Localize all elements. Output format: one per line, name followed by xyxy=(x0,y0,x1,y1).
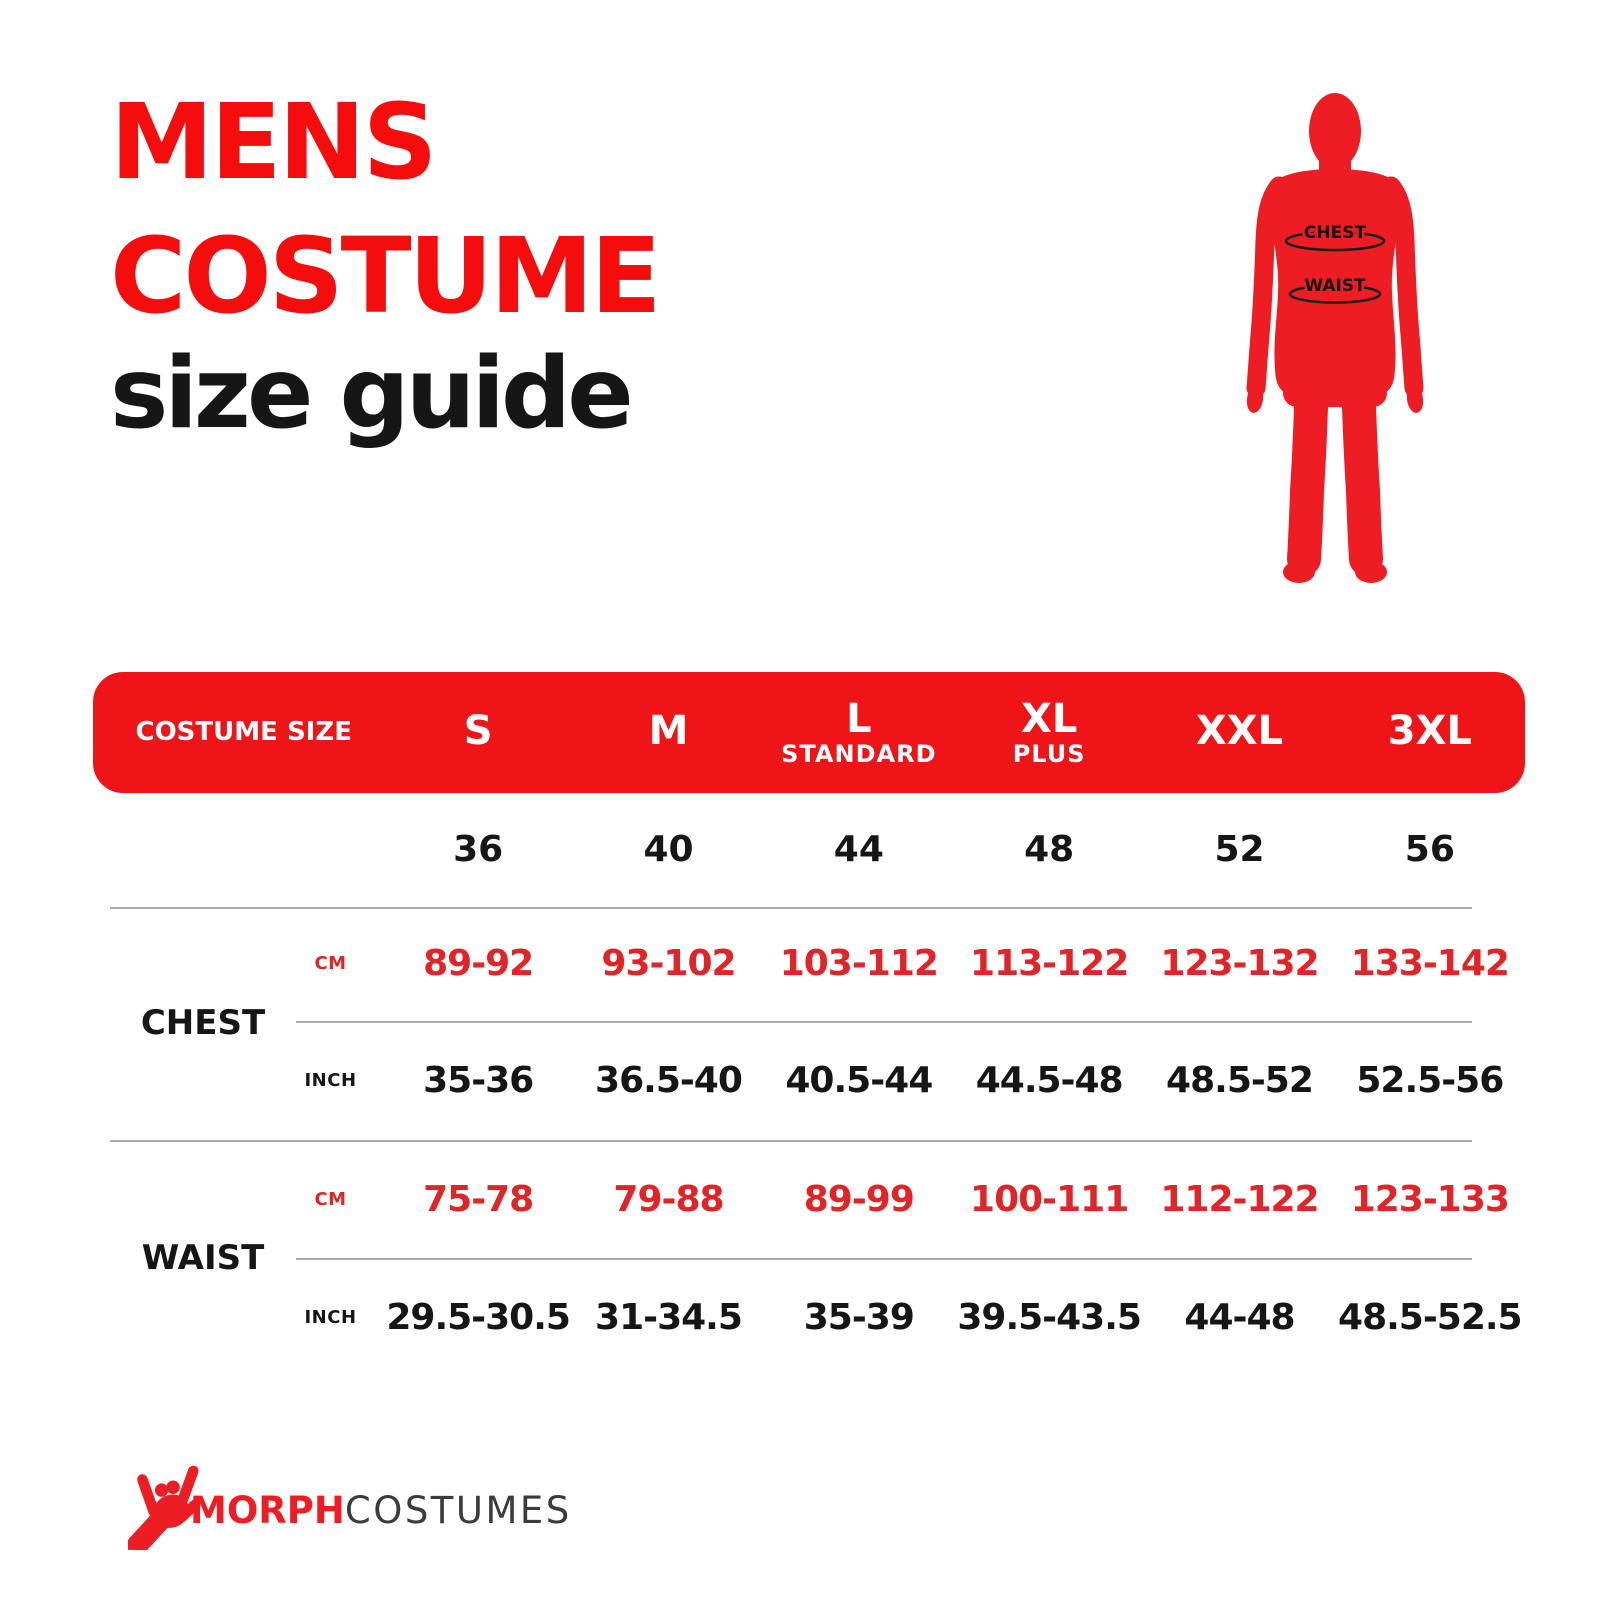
logo-wordmark: MORPHCOSTUMES xyxy=(190,1492,572,1529)
waist-cm-value: 75-78 xyxy=(423,1178,534,1220)
numeric-size: 52 xyxy=(1214,828,1265,870)
chest-cm-value: 93-102 xyxy=(601,942,736,984)
numeric-size: 56 xyxy=(1404,828,1455,870)
waist-inch-row: INCH 29.5-30.5 31-34.5 35-39 39.5-43.5 4… xyxy=(93,1258,1525,1376)
column-header-m: M xyxy=(648,708,689,754)
chest-inch-value: 44.5-48 xyxy=(975,1060,1124,1101)
chest-inch-value: 52.5-56 xyxy=(1356,1060,1504,1101)
divider-line xyxy=(296,1258,1472,1260)
figure-head xyxy=(1309,93,1361,169)
numeric-size-row: 36 40 44 48 52 56 xyxy=(93,793,1525,905)
chest-row-label: CHEST xyxy=(140,1003,266,1043)
chest-cm-value: 123-132 xyxy=(1160,942,1319,984)
unit-label-inch: INCH xyxy=(304,1070,357,1091)
waist-row-label: WAIST xyxy=(141,1238,265,1278)
chest-cm-value: 89-92 xyxy=(423,942,534,984)
rock-hand-icon xyxy=(128,1465,201,1550)
column-header-xl-plus: XL PLUS xyxy=(1012,696,1086,768)
waist-inch-value: 31-34.5 xyxy=(595,1296,743,1338)
logo-morph-text: MORPH xyxy=(190,1489,345,1532)
waist-inch-value: 35-39 xyxy=(803,1296,915,1338)
column-header-l-standard: L STANDARD xyxy=(781,696,937,768)
chest-inch-row: INCH 35-36 36.5-40 40.5-44 44.5-48 48.5-… xyxy=(93,1021,1525,1140)
numeric-size: 48 xyxy=(1024,828,1075,870)
column-header-3xl: 3XL xyxy=(1387,708,1472,754)
page-title-line-1: MENS xyxy=(110,81,437,203)
waist-inch-value: 39.5-43.5 xyxy=(957,1296,1142,1338)
divider-line xyxy=(110,907,1472,909)
chest-cm-row: CM 89-92 93-102 103-112 113-122 123-132 … xyxy=(93,905,1525,1021)
morphcostumes-logo: MORPHCOSTUMES xyxy=(128,1458,688,1558)
unit-label-cm: CM xyxy=(314,1188,347,1210)
page-subtitle: size guide xyxy=(110,337,634,451)
figure-left-leg xyxy=(1287,390,1328,576)
chest-cm-value: 113-122 xyxy=(970,942,1129,984)
waist-cm-value: 123-133 xyxy=(1350,1178,1510,1220)
chest-inch-value: 35-36 xyxy=(423,1060,534,1101)
numeric-size: 44 xyxy=(833,828,884,870)
figure-left-arm xyxy=(1246,176,1289,398)
logo-costumes-text: COSTUMES xyxy=(344,1489,572,1532)
waist-inch-value: 48.5-52.5 xyxy=(1338,1296,1523,1338)
figure-waist-label: WAIST xyxy=(1304,276,1366,296)
column-header-s: S xyxy=(463,708,493,754)
chest-cm-value: 103-112 xyxy=(779,942,939,984)
waist-inch-value: 29.5-30.5 xyxy=(386,1296,571,1338)
waist-inch-value: 44-48 xyxy=(1184,1296,1295,1338)
waist-cm-value: 89-99 xyxy=(803,1178,915,1220)
divider-line xyxy=(296,1021,1472,1023)
figure-right-leg xyxy=(1342,390,1383,576)
numeric-size: 36 xyxy=(453,828,504,870)
chest-inch-value: 40.5-44 xyxy=(785,1060,933,1101)
unit-label-cm: CM xyxy=(314,952,347,974)
waist-measure-ellipse xyxy=(1288,284,1382,304)
male-body-figure: CHEST WAIST xyxy=(1246,93,1424,583)
waist-cm-value: 79-88 xyxy=(613,1178,724,1220)
chest-measure-ellipse xyxy=(1284,230,1386,252)
column-header-xxl: XXL xyxy=(1195,708,1284,754)
page-title-line-2: COSTUME xyxy=(110,215,662,337)
numeric-size: 40 xyxy=(643,828,694,870)
chest-cm-value: 133-142 xyxy=(1350,942,1510,984)
waist-cm-row: CM 75-78 79-88 89-99 100-111 112-122 123… xyxy=(93,1140,1525,1258)
waist-cm-value: 100-111 xyxy=(970,1178,1129,1220)
figure-chest-label: CHEST xyxy=(1304,223,1367,243)
divider-line xyxy=(110,1140,1472,1142)
table-header-band: COSTUME SIZE S M L STANDARD XL PLUS XXL … xyxy=(93,672,1525,793)
table-corner-label: COSTUME SIZE xyxy=(135,717,352,748)
chest-inch-value: 48.5-52 xyxy=(1166,1060,1314,1101)
unit-label-inch: INCH xyxy=(304,1306,357,1328)
waist-cm-value: 112-122 xyxy=(1160,1178,1319,1220)
chest-inch-value: 36.5-40 xyxy=(595,1060,743,1101)
figure-right-arm xyxy=(1381,176,1424,398)
